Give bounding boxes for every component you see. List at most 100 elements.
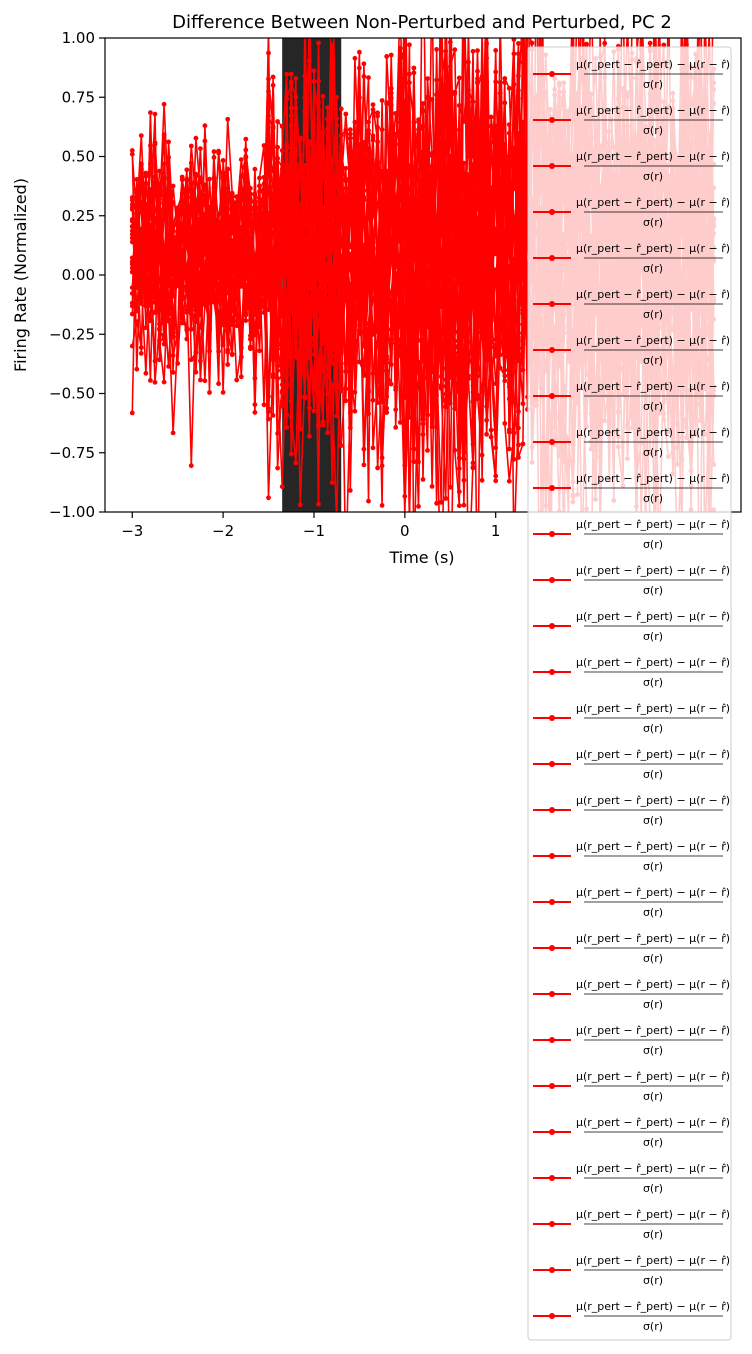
legend-entry: μ(r_pert − r̂_pert) − μ(r − r̂) σ(r) [533, 564, 730, 597]
series-point [425, 136, 430, 142]
series-point [311, 408, 317, 414]
series-point [447, 39, 453, 45]
series-point [220, 231, 226, 237]
legend-denominator: σ(r) [643, 400, 663, 413]
series-point [502, 378, 508, 384]
series-point [257, 198, 262, 204]
legend-denominator: σ(r) [643, 216, 663, 229]
series-point [334, 521, 339, 526]
series-point [470, 258, 476, 263]
series-point [297, 304, 303, 310]
legend-entry: μ(r_pert − r̂_pert) − μ(r − r̂) σ(r) [533, 288, 730, 321]
series-point [475, 68, 480, 74]
legend-marker-icon [549, 301, 555, 307]
series-point [175, 330, 181, 336]
series-point [361, 462, 367, 468]
series-point [229, 238, 235, 244]
series-point [166, 254, 172, 259]
series-point [175, 233, 181, 239]
series-point [393, 303, 399, 309]
series-point [243, 223, 249, 228]
series-point [497, 325, 503, 331]
series-point [334, 331, 340, 337]
series-point [325, 391, 330, 397]
series-point [198, 377, 203, 383]
series-point [338, 285, 344, 291]
series-point [138, 166, 144, 172]
series-point [488, 427, 494, 433]
series-point [270, 125, 276, 131]
series-point [266, 50, 271, 56]
series-point [229, 190, 235, 196]
series-point [152, 379, 158, 385]
legend-numerator: μ(r_pert − r̂_pert) − μ(r − r̂) [576, 1070, 730, 1083]
series-point [193, 312, 199, 318]
series-point [316, 424, 321, 430]
series-point [584, 41, 589, 47]
series-point [207, 329, 212, 334]
series-point [493, 69, 499, 75]
series-point [297, 135, 303, 141]
series-point [493, 342, 499, 348]
series-point [184, 336, 190, 342]
series-point [361, 283, 367, 288]
series-point [243, 312, 249, 318]
series-point [238, 345, 244, 351]
series-point [157, 338, 162, 343]
series-point [343, 568, 348, 573]
series-point [257, 175, 262, 181]
series-point [434, 500, 439, 506]
series-point [493, 187, 499, 193]
series-point [261, 402, 267, 408]
series-point [275, 119, 280, 124]
series-point [420, 404, 426, 409]
series-point [493, 48, 499, 53]
series-point [216, 381, 222, 387]
series-point [366, 239, 371, 245]
legend-denominator: σ(r) [643, 676, 663, 689]
series-point [302, 175, 308, 181]
series-point [134, 177, 140, 182]
series-point [412, 567, 417, 572]
series-point [466, 59, 471, 65]
series-point [307, 210, 312, 216]
series-point [207, 348, 212, 354]
x-tick-label: −2 [212, 522, 234, 540]
series-point [352, 119, 358, 125]
series-point [170, 326, 176, 331]
series-point [188, 143, 194, 149]
series-point [393, 244, 399, 250]
series-point [202, 378, 208, 384]
legend-denominator: σ(r) [643, 1274, 663, 1287]
series-point [188, 311, 194, 317]
series-point [170, 183, 176, 189]
series-point [216, 233, 222, 238]
series-point [425, 76, 430, 81]
series-point [184, 167, 190, 173]
series-point [275, 465, 280, 471]
legend-denominator: σ(r) [643, 906, 663, 919]
series-point [388, 381, 394, 387]
series-point [466, 100, 471, 105]
series-point [211, 295, 217, 301]
series-point [266, 89, 271, 94]
series-point [461, 416, 467, 422]
legend-denominator: σ(r) [643, 1044, 663, 1057]
series-point [407, 415, 412, 420]
series-point [502, 80, 508, 85]
legend-entry: μ(r_pert − r̂_pert) − μ(r − r̂) σ(r) [533, 1300, 730, 1333]
series-point [152, 358, 158, 364]
series-point [288, 71, 294, 77]
series-point [311, 235, 317, 241]
legend-denominator: σ(r) [643, 492, 663, 505]
series-point [143, 173, 149, 179]
series-point [443, 328, 449, 334]
series-point [211, 207, 217, 212]
legend-denominator: σ(r) [643, 1320, 663, 1333]
series-point [407, 320, 412, 325]
series-point [520, 211, 526, 217]
series-point [229, 223, 235, 229]
series-point [138, 133, 144, 139]
series-point [429, 308, 435, 314]
series-point [148, 378, 153, 383]
